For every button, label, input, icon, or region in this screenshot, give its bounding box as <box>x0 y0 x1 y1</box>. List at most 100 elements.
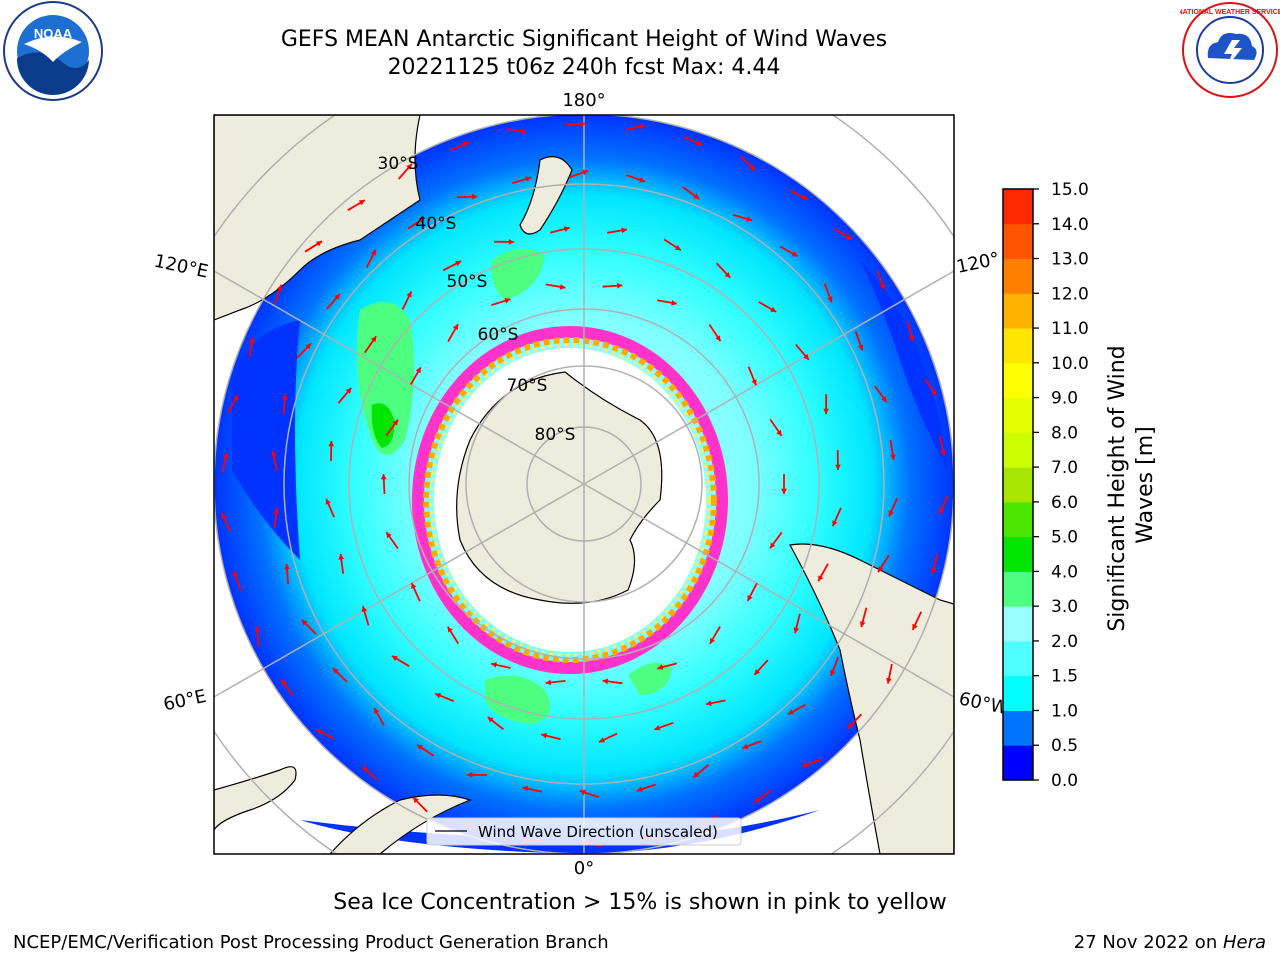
wave-vector-head <box>508 239 515 245</box>
colorbar-tick-label: 0.5 <box>1051 736 1078 756</box>
colorbar-tick-label: 9.0 <box>1051 389 1078 409</box>
wave-vector-head <box>912 623 918 630</box>
colorbar-tick-label: 6.0 <box>1051 493 1078 513</box>
host-name: Hera <box>1222 932 1266 953</box>
wave-vector-head <box>580 121 586 127</box>
wave-vector-head <box>801 194 808 200</box>
colorbar-label: Significant Height of Wind Waves [m] <box>1105 338 1158 631</box>
wave-vector-head <box>248 337 255 343</box>
wave-vector-head <box>271 450 277 457</box>
wave-vector-head <box>305 343 312 350</box>
wave-vector-head <box>582 169 589 176</box>
colorbar-tick-label: 3.0 <box>1051 597 1078 617</box>
wave-vector-head <box>671 300 677 306</box>
colorbar-bin-13 <box>1003 293 1033 329</box>
colorbar-bin-9 <box>1003 432 1033 468</box>
wave-vector-head <box>878 566 884 573</box>
map-legend: Wind Wave Direction (unscaled) <box>426 817 742 846</box>
wave-patch-4 <box>491 248 545 300</box>
wave-vector-head <box>559 284 566 290</box>
lat-label-40s: 40°S <box>416 214 457 234</box>
wave-vector-head <box>447 626 453 633</box>
wave-vector-head <box>890 454 896 460</box>
low-wave-region-west <box>232 320 300 560</box>
meridian-60e <box>214 483 585 698</box>
colorbar-bin-0 <box>1003 745 1033 781</box>
wave-vector-head <box>791 251 798 257</box>
colorbar-tick-label: 2.0 <box>1051 632 1078 652</box>
wave-vector-head <box>413 797 419 804</box>
antarctica-land <box>456 371 663 604</box>
colorbar-tick-label: 5.0 <box>1051 528 1078 548</box>
wave-direction-vectors <box>220 121 949 848</box>
lon-label-60w: 60°W <box>957 688 1010 719</box>
wave-vector-head <box>657 664 664 670</box>
wave-vector-head <box>232 571 239 577</box>
wave-vector-head <box>579 789 586 796</box>
wave-vector-head <box>749 164 755 171</box>
wave-vector-head <box>338 554 345 560</box>
wave-vector-head <box>602 678 609 685</box>
lat-label-50s: 50°S <box>447 272 488 292</box>
colorbar-tick-label: 4.0 <box>1051 562 1078 582</box>
wave-vector-head <box>282 394 288 400</box>
wave-vector-head <box>391 655 398 662</box>
wave-vector-head <box>715 335 721 342</box>
wave-vector-head <box>742 743 749 750</box>
wave-vector-head <box>832 520 838 527</box>
nws-logo: NATIONAL WEATHER SERVICE <box>1180 2 1280 98</box>
wave-vector-head <box>693 193 700 199</box>
wave-vector-head <box>525 176 532 182</box>
wave-vector-head <box>802 761 809 768</box>
wave-vector-head <box>693 771 700 778</box>
wave-vector-head <box>818 575 824 582</box>
sea-ice-edge-yellow <box>429 343 711 657</box>
legend-label: Wind Wave Direction (unscaled) <box>478 823 718 841</box>
wave-patch-1-core <box>371 403 395 448</box>
meridian-60w <box>583 483 954 698</box>
wave-vector-head <box>328 440 335 447</box>
wave-vector-head <box>487 717 494 723</box>
south-america-land <box>789 543 954 854</box>
wave-vector-head <box>222 452 229 459</box>
wave-vector-head <box>827 296 833 303</box>
wave-vector-head <box>362 766 368 773</box>
wave-vector-head <box>696 140 702 146</box>
wave-vector-head <box>455 261 462 267</box>
wave-vector-head <box>415 367 421 374</box>
wave-vector-head <box>599 737 605 743</box>
wave-vector-head <box>938 508 945 515</box>
wave-vector-head <box>621 227 627 234</box>
wave-vector-head <box>316 241 322 247</box>
colorbar-bin-4 <box>1003 606 1033 642</box>
colorbar-label-line1: Significant Height of Wind <box>1105 345 1130 631</box>
noaa-logo: NOAA <box>3 1 103 101</box>
wave-vector-head <box>276 284 283 291</box>
wave-vector-head <box>467 772 473 778</box>
colorbar-bin-7 <box>1003 501 1033 538</box>
meridian-120w <box>583 270 954 485</box>
wave-vector-head <box>386 532 392 539</box>
wave-vector-head <box>617 282 623 289</box>
wave-vector-head <box>908 335 915 342</box>
latitude-labels: 30°S 40°S 50°S 60°S 70°S 80°S <box>378 154 576 445</box>
colorbar-bin-8 <box>1003 467 1033 503</box>
wave-vector-head <box>522 785 529 792</box>
wave-vector-head <box>417 744 423 751</box>
wave-vector-head <box>931 568 937 574</box>
lat-label-70s: 70°S <box>507 376 548 396</box>
wave-vector-head <box>392 419 398 426</box>
wave-vector-head <box>845 234 852 240</box>
wave-vector-head <box>881 396 887 403</box>
wave-vector-head <box>781 488 787 494</box>
low-wave-region-east <box>860 260 948 470</box>
wave-vector-head <box>541 732 547 739</box>
wave-vector-head <box>462 141 469 147</box>
colorbar-bin-5 <box>1003 571 1033 607</box>
lon-label-0: 0° <box>574 858 594 879</box>
africa-land <box>329 794 472 854</box>
wave-vector-head <box>334 293 340 300</box>
wave-vector-head <box>746 216 753 222</box>
wave-vector-head <box>636 786 643 792</box>
